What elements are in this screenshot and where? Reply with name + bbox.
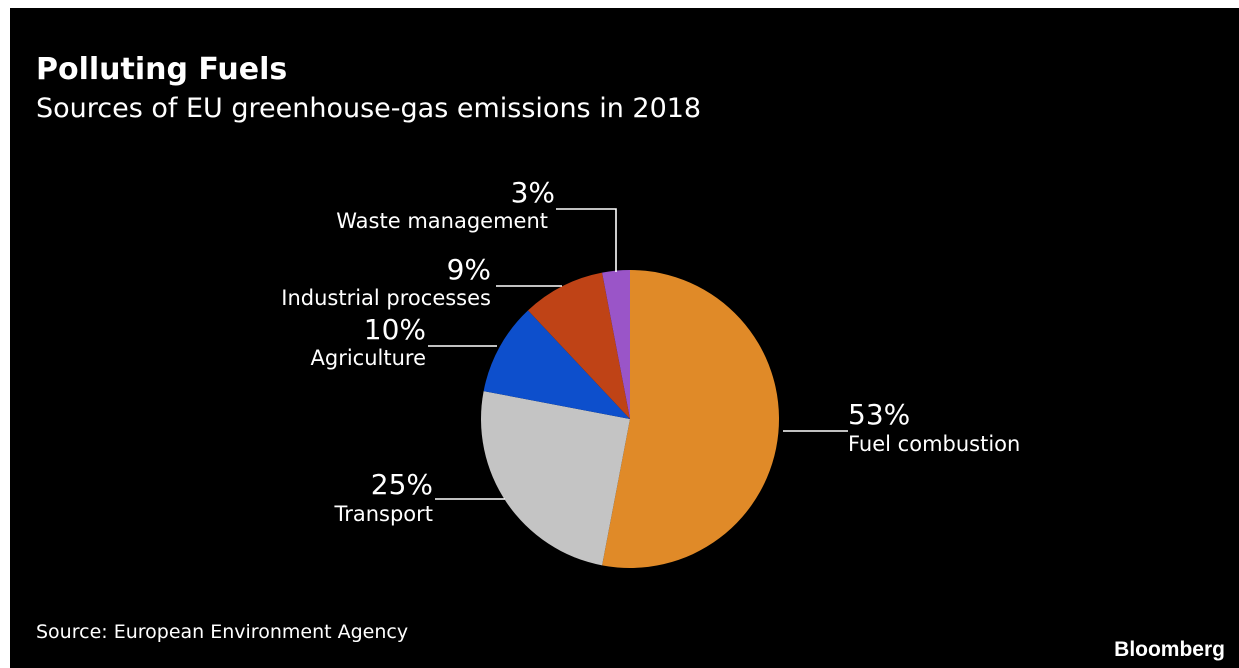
chart-panel: Polluting Fuels Sources of EU greenhouse…	[10, 8, 1239, 668]
value-label-waste-management: 3%	[511, 176, 555, 209]
pie-chart: 53%Fuel combustion 25%Transport 10%Agricul…	[281, 176, 1020, 568]
pie-slice-waste-management	[602, 270, 630, 419]
leader-line-waste-management	[556, 208, 617, 272]
chart-title: Polluting Fuels	[36, 52, 288, 87]
pie-slice-agriculture	[483, 310, 630, 419]
brand-logo: Bloomberg	[1114, 638, 1225, 661]
pie-slice-fuel-combustion	[602, 270, 780, 568]
value-label-fuel-combustion: 53%	[848, 398, 910, 431]
pie-slices	[481, 270, 780, 568]
value-label-agriculture: 10%	[364, 313, 426, 346]
category-label-fuel-combustion: Fuel combustion	[848, 432, 1020, 456]
chart-subtitle: Sources of EU greenhouse-gas emissions i…	[36, 93, 702, 124]
category-label-industrial-processes: Industrial processes	[281, 286, 491, 310]
category-label-transport: Transport	[333, 502, 433, 526]
slice-labels: 53%Fuel combustion 25%Transport 10%Agricul…	[281, 176, 1020, 526]
pie-slice-industrial-processes	[528, 272, 630, 419]
leader-lines	[428, 208, 848, 500]
category-label-agriculture: Agriculture	[311, 346, 427, 370]
value-label-industrial-processes: 9%	[447, 253, 491, 286]
value-label-transport: 25%	[371, 468, 433, 501]
source-note: Source: European Environment Agency	[36, 621, 409, 643]
pie-slice-transport	[481, 391, 630, 566]
category-label-waste-management: Waste management	[336, 209, 548, 233]
